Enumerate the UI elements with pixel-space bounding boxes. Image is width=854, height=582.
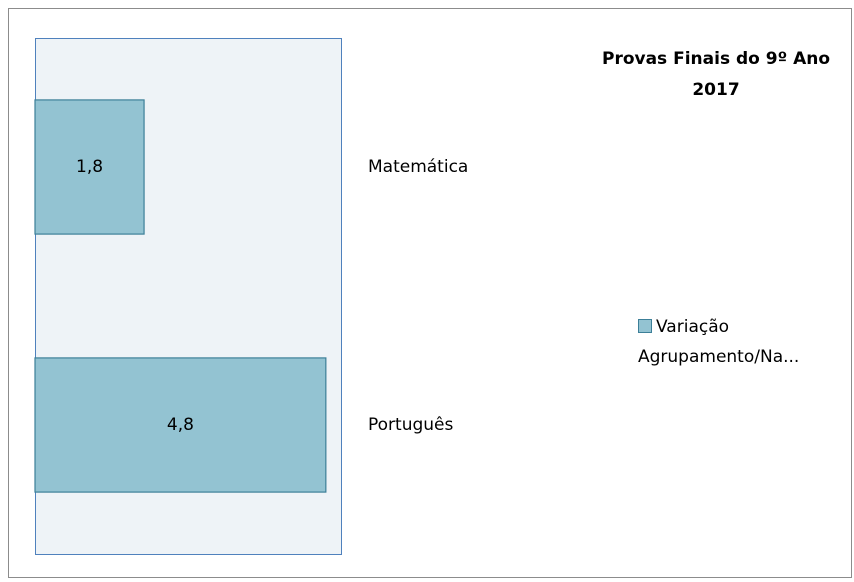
legend-label: Variação Agrupamento/Na...: [638, 317, 800, 367]
bar: [34, 357, 327, 493]
data-label: 4,8: [167, 415, 194, 435]
legend-swatch: [638, 319, 652, 333]
chart-title: Provas Finais do 9º Ano 2017: [601, 49, 831, 100]
legend: Variação Agrupamento/Na...: [638, 312, 854, 372]
category-label: Português: [368, 415, 454, 435]
data-label: 1,8: [76, 157, 103, 177]
category-label: Matemática: [368, 157, 468, 177]
bar: [34, 99, 145, 235]
